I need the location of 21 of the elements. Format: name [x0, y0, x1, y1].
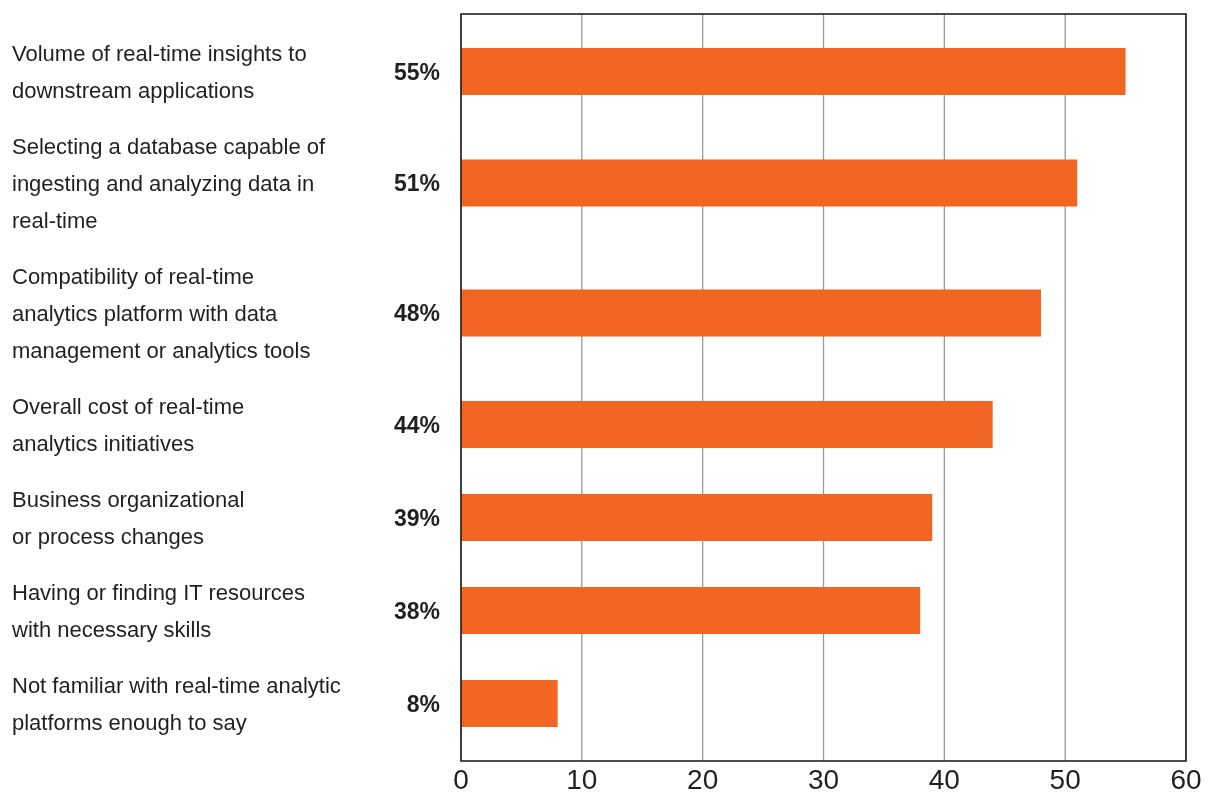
y-tick-label: Not familiar with real-time analytic platforms enough to say [12, 672, 341, 735]
y-tick-label: Compatibility of real-time analytics platform with data management or analytics tools [12, 263, 311, 363]
data-label: 39% [393, 504, 440, 531]
y-tick-label: Selecting a database capable of ingesting and analyzing data in real-time [12, 133, 327, 233]
x-tick-label: 40 [928, 763, 960, 795]
data-label: 51% [393, 170, 440, 196]
x-tick-label: 60 [1170, 763, 1202, 795]
x-tick-label: 50 [1049, 763, 1081, 795]
y-tick-label: Overall cost of real-time analytics initiatives [12, 393, 245, 456]
data-label: 44% [393, 411, 440, 438]
data-label: 55% [393, 58, 440, 85]
x-tick-label: 10 [566, 763, 598, 795]
y-tick-label: Business organizational or process changes [12, 486, 245, 549]
data-label: 38% [393, 597, 440, 624]
x-tick-label: 20 [687, 763, 719, 795]
data-label: 48% [393, 300, 440, 326]
x-tick-label: 0 [453, 763, 469, 795]
y-tick-label: Volume of real-time insights to downstream applications [12, 40, 307, 103]
x-tick-label: 30 [807, 763, 840, 795]
data-label: 8% [406, 690, 440, 717]
y-tick-label: Having or finding IT resources with necessary skills [11, 579, 306, 642]
